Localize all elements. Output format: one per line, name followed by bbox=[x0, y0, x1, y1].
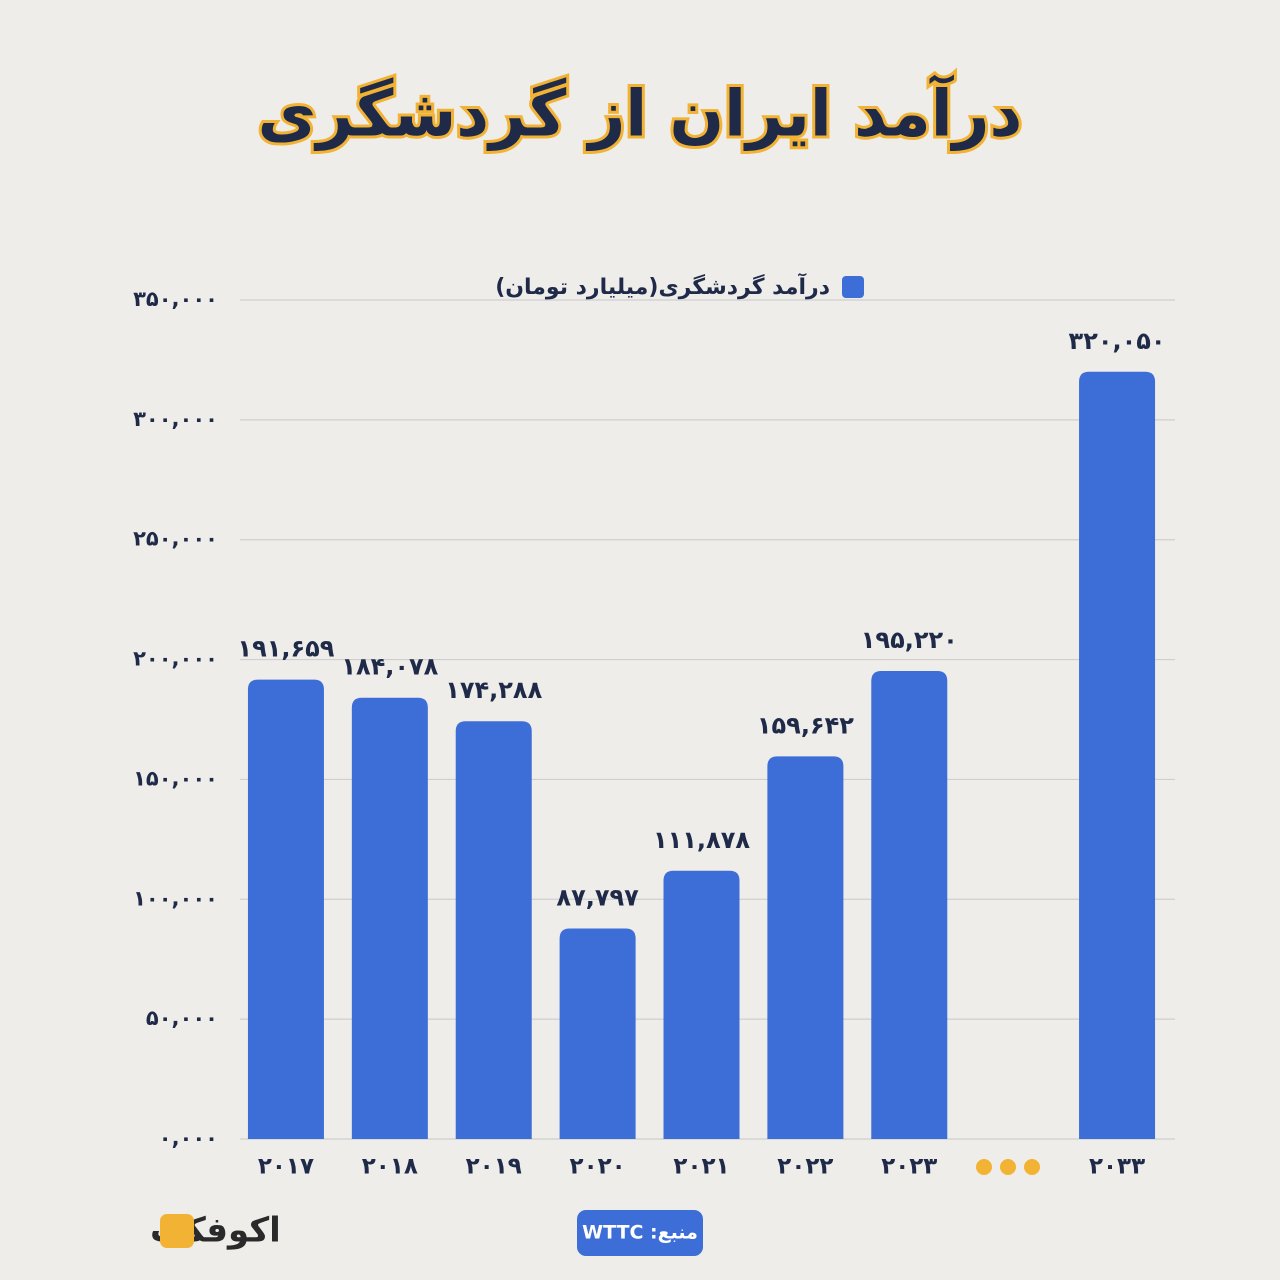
y-tick-label: ۱۵۰,۰۰۰ bbox=[133, 766, 218, 790]
y-tick-label: ۰,۰۰۰ bbox=[159, 1126, 218, 1150]
x-tick-label: ۲۰۱۹ bbox=[466, 1154, 522, 1180]
bar bbox=[559, 928, 636, 1139]
value-label: ۱۹۱,۶۵۹ bbox=[237, 635, 334, 663]
chart-title: درآمد ایران از گردشگری bbox=[258, 74, 1023, 152]
x-tick-label: ۲۰۱۸ bbox=[362, 1154, 418, 1180]
y-tick-label: ۵۰,۰۰۰ bbox=[146, 1006, 218, 1030]
dot bbox=[976, 1159, 992, 1175]
legend-swatch bbox=[842, 276, 864, 298]
source: منبع: WTTC bbox=[582, 1222, 698, 1244]
value-label: ۱۱۱,۸۷۸ bbox=[653, 826, 750, 854]
bar bbox=[871, 671, 948, 1139]
value-label: ۱۸۴,۰۷۸ bbox=[341, 653, 438, 681]
ellipsis-dots bbox=[976, 1159, 1040, 1175]
bar bbox=[455, 721, 532, 1139]
bar bbox=[767, 756, 844, 1139]
value-label: ۸۷,۷۹۷ bbox=[556, 884, 639, 912]
value-label: ۱۵۹,۶۴۲ bbox=[757, 711, 854, 739]
value-label: ۱۷۴,۲۸۸ bbox=[445, 676, 542, 704]
y-tick-label: ۲۰۰,۰۰۰ bbox=[133, 647, 218, 671]
bar bbox=[351, 697, 428, 1139]
legend-label: درآمد گردشگری(میلیارد تومان) bbox=[495, 272, 830, 300]
x-tick-label: ۲۰۲۰ bbox=[570, 1154, 626, 1180]
y-tick-label: ۳۵۰,۰۰۰ bbox=[133, 287, 218, 311]
x-tick-label: ۲۰۳۳ bbox=[1089, 1154, 1145, 1180]
x-tick-label: ۲۰۱۷ bbox=[258, 1154, 314, 1180]
source-badge bbox=[577, 1210, 703, 1256]
dot bbox=[1024, 1159, 1040, 1175]
x-tick-label: ۲۰۲۳ bbox=[881, 1154, 937, 1180]
value-label: ۳۲۰,۰۵۰ bbox=[1069, 327, 1166, 355]
y-tick-label: ۲۵۰,۰۰۰ bbox=[133, 527, 218, 551]
bar bbox=[1079, 371, 1156, 1139]
dot bbox=[1000, 1159, 1016, 1175]
bar bbox=[663, 870, 740, 1139]
bar bbox=[247, 679, 324, 1139]
y-tick-label: ۱۰۰,۰۰۰ bbox=[133, 886, 218, 910]
x-tick-label: ۲۰۲۱ bbox=[673, 1154, 729, 1180]
y-tick-label: ۳۰۰,۰۰۰ bbox=[133, 407, 218, 431]
logo-icon bbox=[160, 1214, 194, 1248]
value-label: ۱۹۵,۲۲۰ bbox=[861, 626, 958, 654]
x-tick-label: ۲۰۲۲ bbox=[777, 1154, 833, 1180]
